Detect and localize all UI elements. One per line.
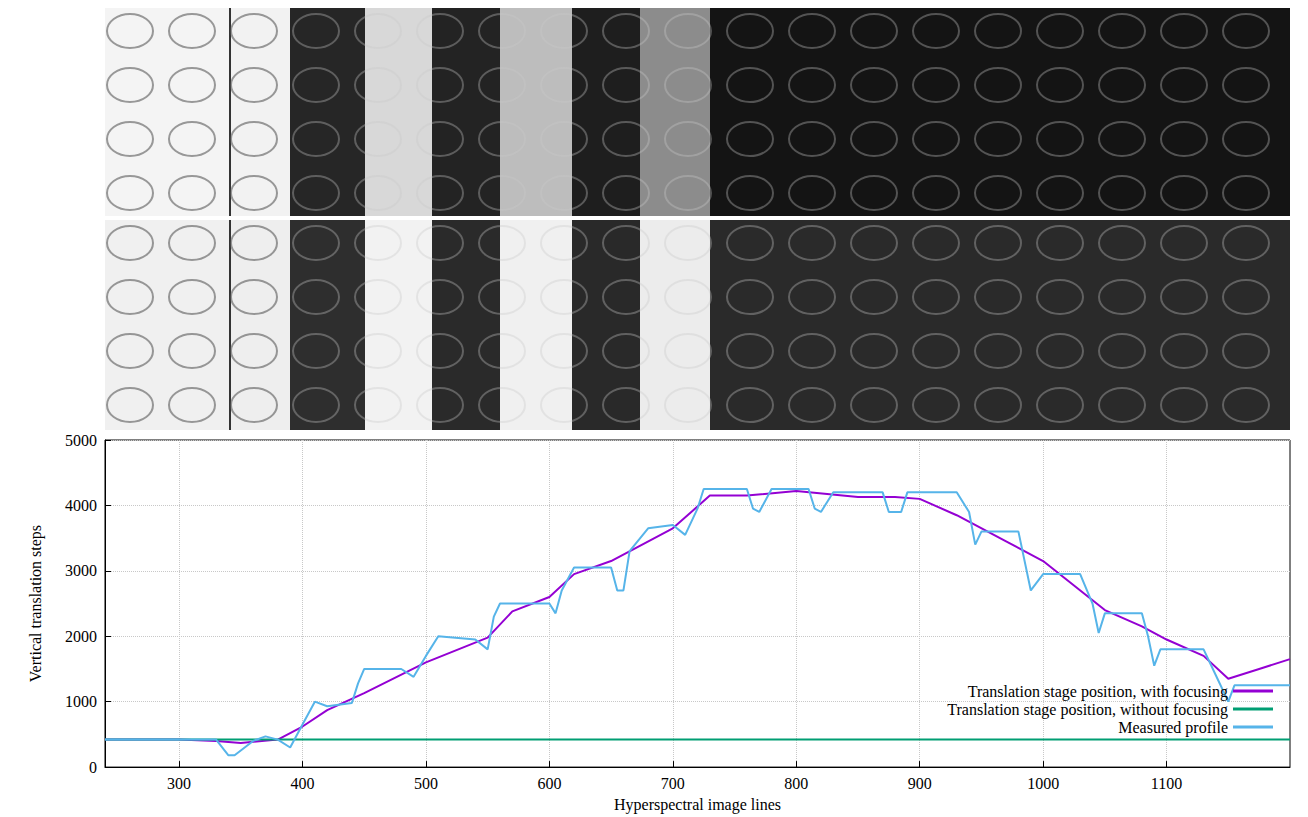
svg-text:1100: 1100: [1151, 775, 1182, 792]
svg-text:Hyperspectral image lines: Hyperspectral image lines: [614, 796, 781, 814]
svg-text:300: 300: [167, 775, 191, 792]
svg-text:4000: 4000: [65, 497, 97, 514]
svg-text:2000: 2000: [65, 628, 97, 645]
svg-text:Vertical translation steps: Vertical translation steps: [27, 525, 45, 682]
svg-text:0: 0: [89, 759, 97, 776]
svg-text:400: 400: [291, 775, 315, 792]
svg-text:3000: 3000: [65, 562, 97, 579]
svg-text:900: 900: [908, 775, 932, 792]
svg-text:5000: 5000: [65, 432, 97, 449]
svg-text:1000: 1000: [65, 693, 97, 710]
svg-text:700: 700: [661, 775, 685, 792]
svg-text:600: 600: [537, 775, 561, 792]
svg-text:500: 500: [414, 775, 438, 792]
svg-text:800: 800: [784, 775, 808, 792]
svg-text:Translation stage position, wi: Translation stage position, without focu…: [947, 701, 1228, 719]
svg-text:Measured profile: Measured profile: [1118, 719, 1228, 737]
svg-text:1000: 1000: [1027, 775, 1059, 792]
svg-text:Translation stage position, wi: Translation stage position, with focusin…: [968, 683, 1228, 701]
